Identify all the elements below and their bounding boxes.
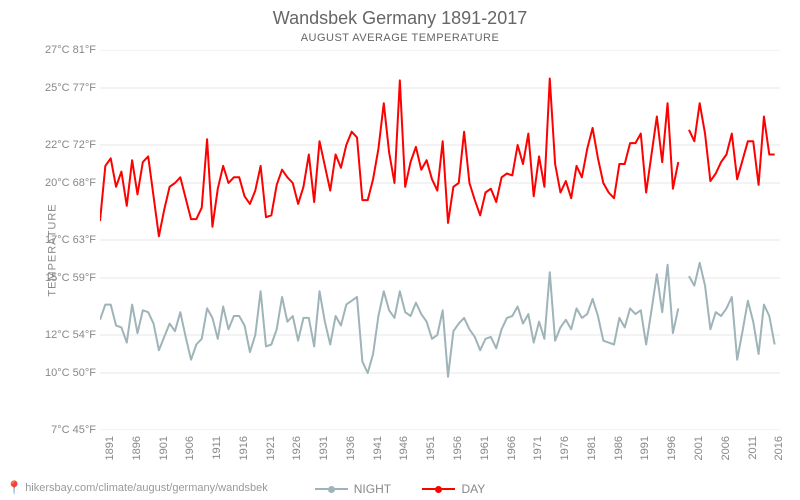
x-tick-label: 1921 bbox=[265, 436, 277, 460]
y-tick-label: 25°C 77°F bbox=[6, 82, 96, 94]
legend-item-night: NIGHT bbox=[315, 482, 391, 496]
x-tick-label: 2011 bbox=[747, 436, 759, 460]
y-tick-label: 15°C 59°F bbox=[6, 272, 96, 284]
x-tick-label: 1926 bbox=[291, 436, 303, 460]
x-tick-label: 1906 bbox=[184, 436, 196, 460]
y-tick-label: 22°C 72°F bbox=[6, 139, 96, 151]
x-tick-label: 1951 bbox=[425, 436, 437, 460]
x-tick-label: 1946 bbox=[398, 436, 410, 460]
plot-area bbox=[100, 50, 780, 430]
x-tick-label: 1891 bbox=[104, 436, 116, 460]
x-tick-label: 2016 bbox=[773, 436, 785, 460]
x-tick-label: 1976 bbox=[559, 436, 571, 460]
x-tick-label: 1986 bbox=[613, 436, 625, 460]
x-tick-label: 1956 bbox=[452, 436, 464, 460]
legend-marker-night bbox=[315, 486, 348, 493]
chart-title: Wandsbek Germany 1891-2017 bbox=[0, 8, 800, 29]
y-tick-label: 7°C 45°F bbox=[6, 424, 96, 436]
x-tick-label: 1981 bbox=[586, 436, 598, 460]
y-tick-label: 12°C 54°F bbox=[6, 329, 96, 341]
chart-subtitle: AUGUST AVERAGE TEMPERATURE bbox=[0, 32, 800, 44]
x-tick-label: 2001 bbox=[693, 436, 705, 460]
x-tick-label: 1991 bbox=[639, 436, 651, 460]
x-tick-label: 1971 bbox=[532, 436, 544, 460]
legend-marker-day bbox=[422, 486, 455, 493]
plot-svg bbox=[100, 50, 780, 430]
chart-container: Wandsbek Germany 1891-2017 AUGUST AVERAG… bbox=[0, 0, 800, 500]
attribution: 📍 hikersbay.com/climate/august/germany/w… bbox=[6, 480, 268, 496]
x-tick-label: 1896 bbox=[131, 436, 143, 460]
y-tick-label: 20°C 68°F bbox=[6, 177, 96, 189]
pin-icon: 📍 bbox=[6, 480, 22, 496]
x-tick-label: 1936 bbox=[345, 436, 357, 460]
x-tick-label: 1941 bbox=[372, 436, 384, 460]
y-tick-label: 27°C 81°F bbox=[6, 44, 96, 56]
x-tick-label: 1911 bbox=[211, 436, 223, 460]
x-tick-label: 2006 bbox=[720, 436, 732, 460]
attribution-text: hikersbay.com/climate/august/germany/wan… bbox=[25, 482, 268, 494]
x-tick-label: 1961 bbox=[479, 436, 491, 460]
x-tick-label: 1916 bbox=[238, 436, 250, 460]
x-tick-label: 1996 bbox=[666, 436, 678, 460]
x-tick-label: 1966 bbox=[506, 436, 518, 460]
x-tick-label: 1901 bbox=[158, 436, 170, 460]
y-tick-label: 10°C 50°F bbox=[6, 367, 96, 379]
legend-label-day: DAY bbox=[461, 482, 485, 496]
legend-item-day: DAY bbox=[422, 482, 485, 496]
legend-label-night: NIGHT bbox=[354, 482, 391, 496]
x-tick-label: 1931 bbox=[318, 436, 330, 460]
y-tick-label: 17°C 63°F bbox=[6, 234, 96, 246]
